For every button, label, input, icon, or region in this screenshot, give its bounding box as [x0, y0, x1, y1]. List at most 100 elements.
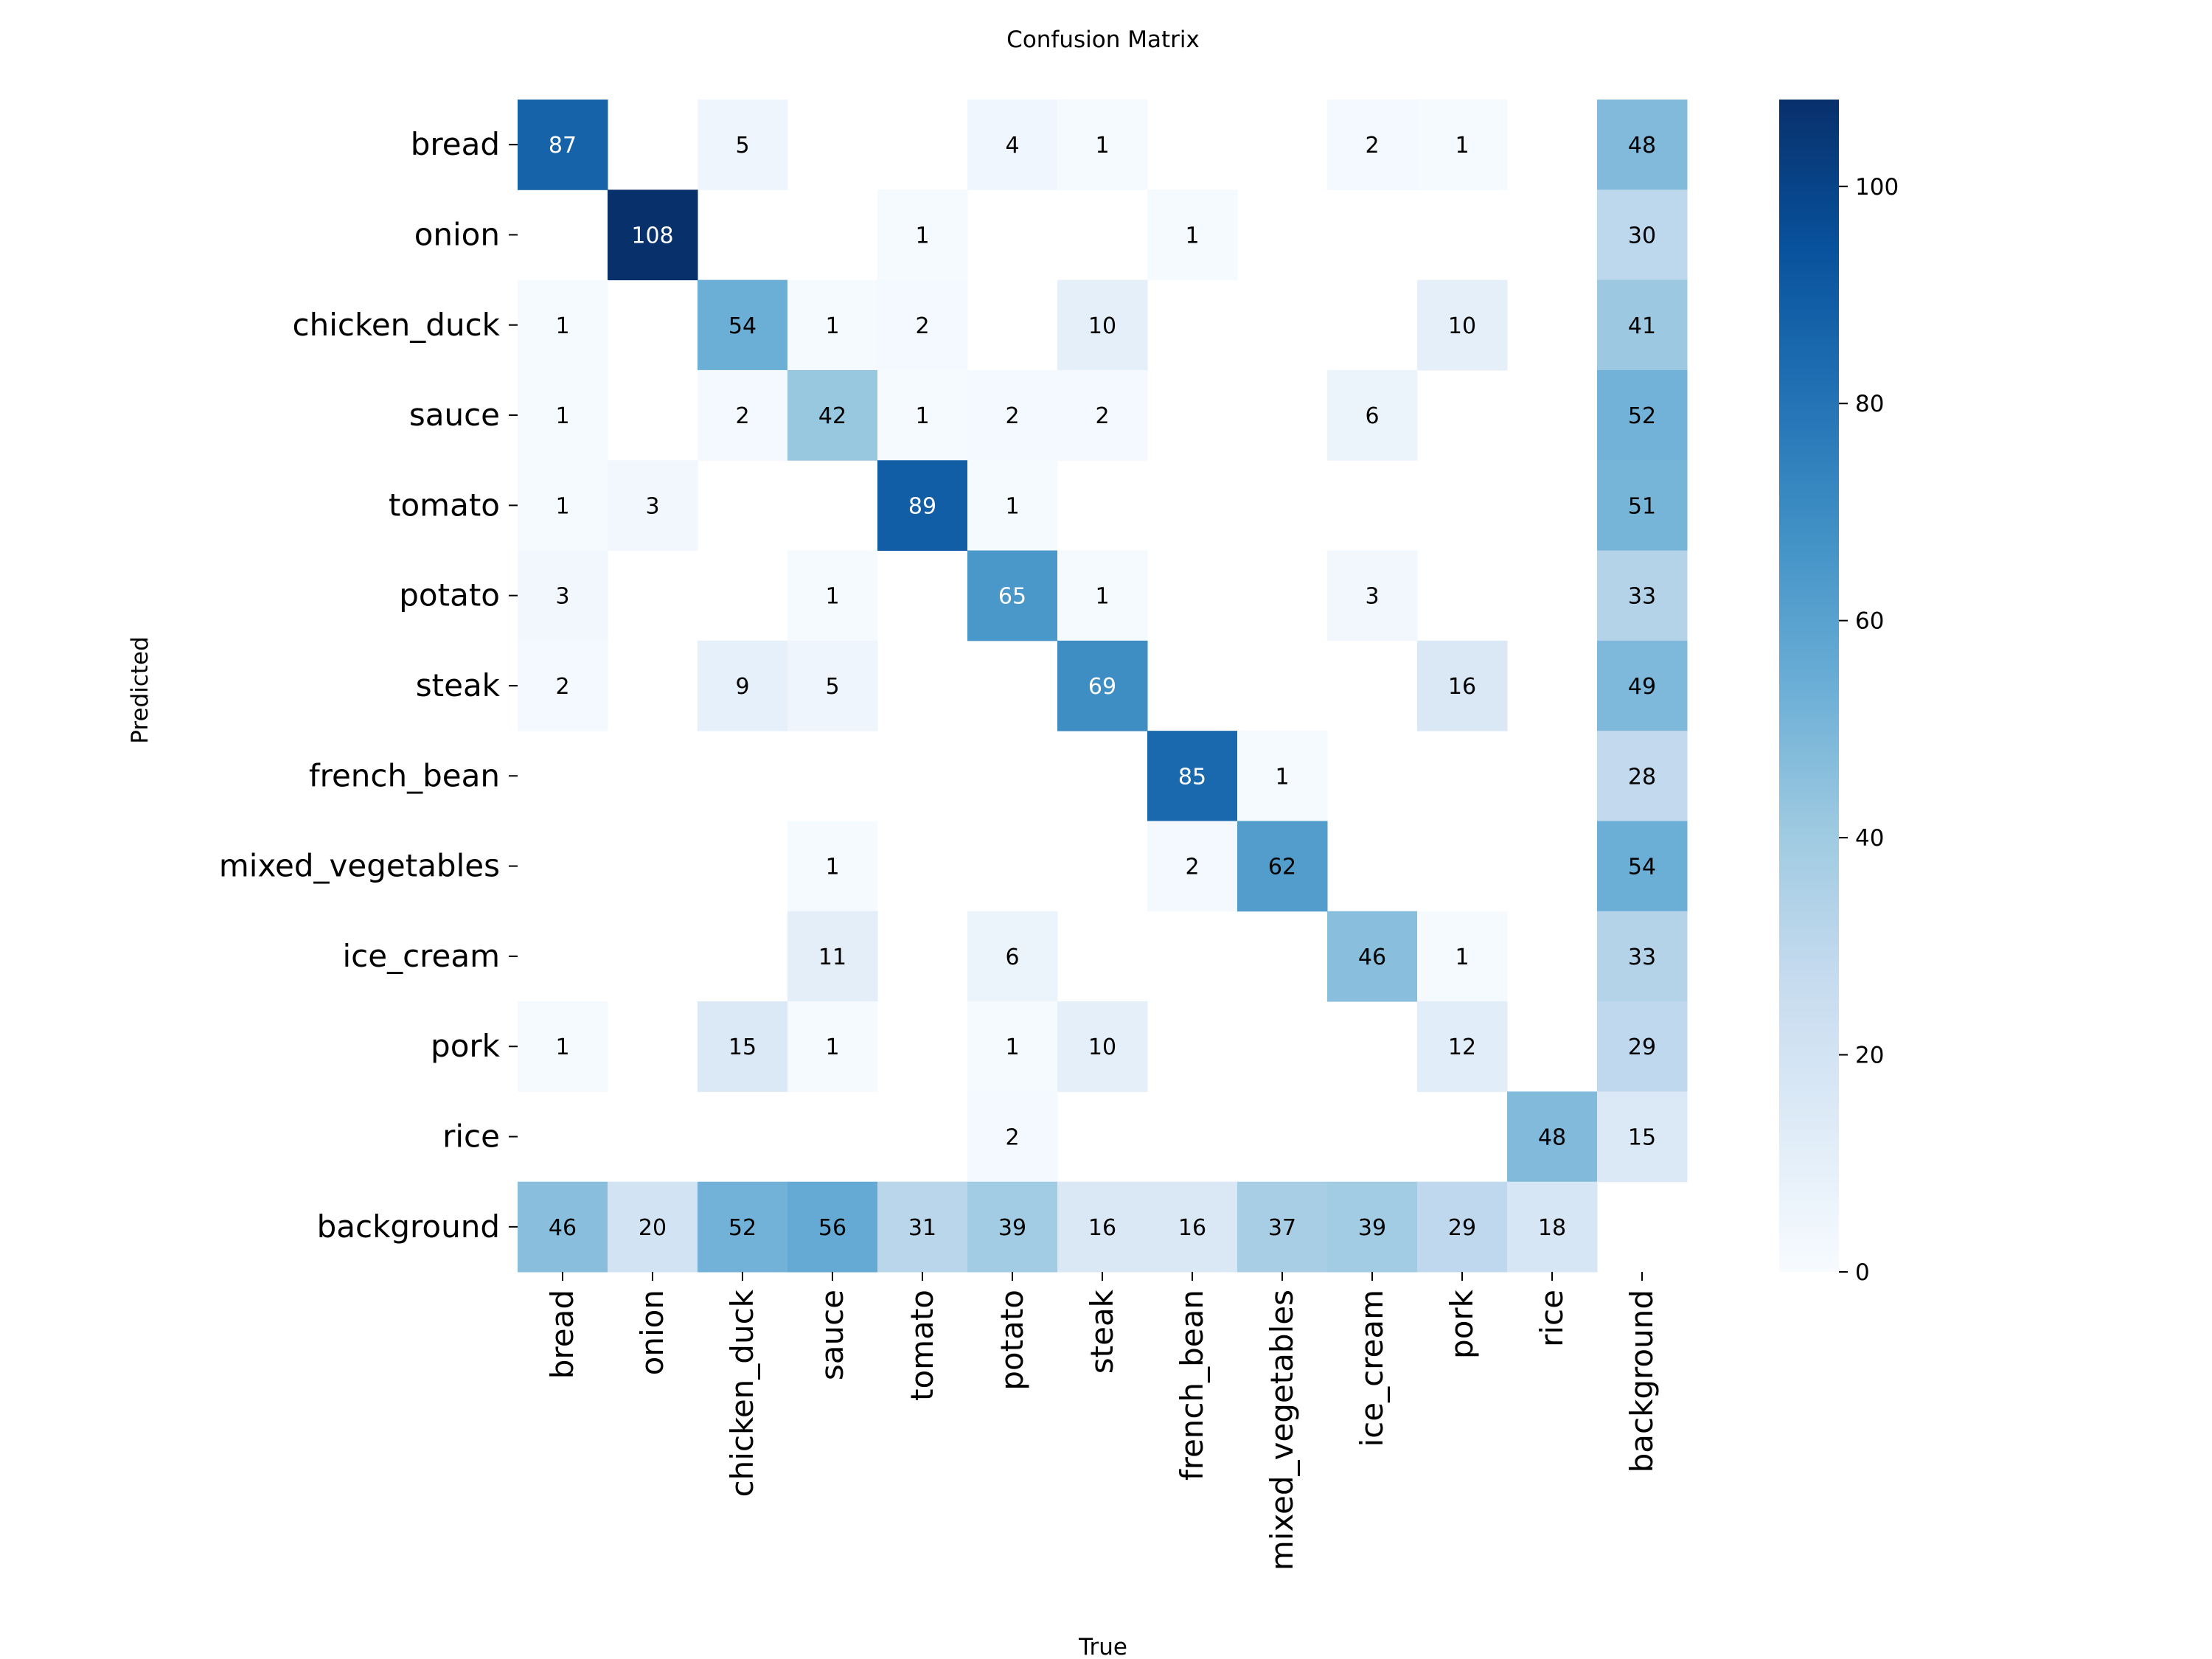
cell-value-label: 5: [735, 133, 749, 159]
cell-value-label: 33: [1628, 584, 1656, 610]
x-tick-label: sauce: [814, 1290, 850, 1380]
heatmap-cell: [1327, 911, 1418, 1002]
y-tick-label: rice: [442, 1119, 500, 1155]
cell-value-label: 16: [1178, 1215, 1206, 1241]
heatmap-cell: [518, 640, 608, 731]
heatmap-cell: [1597, 189, 1688, 281]
heatmap-cell: [787, 279, 878, 371]
y-axis-label: Predicted: [127, 636, 153, 744]
chart-title: Confusion Matrix: [1006, 27, 1200, 53]
heatmap-cell: [608, 1181, 698, 1273]
cell-value-label: 1: [825, 855, 839, 880]
cell-value-label: 37: [1268, 1215, 1296, 1241]
cell-value-label: 18: [1538, 1215, 1566, 1241]
cell-value-label: 10: [1088, 1034, 1116, 1060]
cell-value-label: 52: [1628, 403, 1656, 429]
heatmap-cell: [1597, 821, 1688, 912]
heatmap-cell: [967, 369, 1058, 461]
heatmap-cell: [1597, 640, 1688, 731]
cell-value-label: 89: [908, 493, 936, 519]
heatmap-cell: [1417, 100, 1508, 190]
cell-value-label: 1: [825, 584, 839, 610]
heatmap-cell: [1597, 1001, 1688, 1092]
y-tick-label: background: [317, 1208, 500, 1245]
x-tick-label: background: [1624, 1290, 1660, 1472]
cell-value-label: 2: [1005, 403, 1019, 429]
heatmap-cell: [1147, 1181, 1238, 1273]
y-tick-label: ice_cream: [342, 938, 500, 974]
cell-value-label: 1: [1095, 133, 1109, 159]
colorbar-tick-label: 40: [1855, 825, 1884, 852]
heatmap-cell: [967, 100, 1058, 190]
cell-value-label: 2: [735, 403, 749, 429]
y-tick-label: french_bean: [309, 757, 500, 793]
y-tick-label: steak: [416, 667, 501, 703]
heatmap-cell: [698, 640, 788, 731]
heatmap-cell: [1597, 1091, 1688, 1183]
colorbar-ticks: 0 20 40 60 80 100: [1839, 174, 1899, 1286]
heatmap-cell: [518, 1001, 608, 1092]
cell-value-label: 2: [1365, 133, 1379, 159]
cell-value-label: 4: [1005, 133, 1019, 159]
heatmap-cell: [518, 1181, 608, 1273]
cell-value-label: 46: [549, 1215, 577, 1241]
cell-value-label: 2: [1005, 1125, 1019, 1151]
cell-value-label: 3: [555, 584, 569, 610]
heatmap-cell: [967, 460, 1058, 552]
heatmap-cell: [967, 550, 1058, 641]
heatmap-cell: [877, 189, 968, 281]
y-tick-label: onion: [414, 216, 500, 252]
heatmap-cell: [698, 279, 788, 371]
heatmap-cell: [1237, 1181, 1328, 1273]
heatmap-cell: [787, 1181, 878, 1273]
heatmap-cell: [1597, 460, 1688, 552]
x-tick-label: onion: [634, 1290, 670, 1375]
colorbar: [1779, 100, 1839, 1272]
cell-value-label: 1: [825, 313, 839, 339]
heatmap-cell: [698, 369, 788, 461]
y-tick-label: chicken_duck: [293, 307, 501, 343]
cell-value-label: 1: [1455, 133, 1469, 159]
cell-value-label: 108: [631, 223, 673, 248]
cell-value-label: 48: [1538, 1125, 1566, 1151]
cell-value-label: 56: [818, 1215, 846, 1241]
cell-value-label: 52: [728, 1215, 757, 1241]
x-tick-label: ice_cream: [1354, 1290, 1390, 1447]
cell-value-label: 2: [915, 313, 929, 339]
cell-value-label: 39: [998, 1215, 1026, 1241]
heatmap-cell: [518, 100, 608, 190]
heatmap-cell: [787, 911, 878, 1002]
cell-value-label: 1: [1005, 1034, 1019, 1060]
cell-value-label: 46: [1358, 945, 1386, 970]
cell-value-label: 16: [1088, 1215, 1116, 1241]
heatmap-cell: [787, 640, 878, 731]
cell-value-label: 1: [1455, 945, 1469, 970]
heatmap-cell: [787, 369, 878, 461]
x-tick-label: potato: [994, 1290, 1030, 1391]
cell-value-label: 1: [555, 1034, 569, 1060]
x-tick-label: chicken_duck: [724, 1289, 760, 1497]
cell-value-label: 2: [1185, 855, 1199, 880]
heatmap-cell: [1147, 189, 1238, 281]
heatmap-cell: [787, 1001, 878, 1092]
cell-value-label: 48: [1628, 133, 1656, 159]
x-tick-label: steak: [1084, 1289, 1120, 1374]
heatmap-cell: [1597, 911, 1688, 1002]
heatmap-cell: [1417, 1181, 1508, 1273]
cell-value-label: 29: [1448, 1215, 1476, 1241]
cell-value-label: 1: [1275, 764, 1289, 790]
heatmap-cell: [698, 1181, 788, 1273]
heatmap-cell: [698, 1001, 788, 1092]
colorbar-tick-label: 60: [1855, 608, 1884, 635]
y-tick-label: bread: [411, 126, 500, 162]
heatmap-cell: [1057, 550, 1148, 641]
cell-value-label: 1: [915, 403, 929, 429]
colorbar-tick-label: 20: [1855, 1043, 1884, 1069]
cell-value-label: 1: [1095, 584, 1109, 610]
y-tick-label: tomato: [389, 487, 500, 523]
heatmap-cell: [967, 911, 1058, 1002]
heatmap-cell: [877, 369, 968, 461]
y-tick-label: mixed_vegetables: [219, 848, 500, 884]
